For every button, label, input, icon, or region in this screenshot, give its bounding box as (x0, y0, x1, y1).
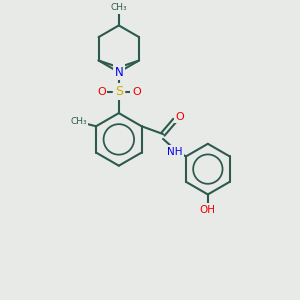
Text: CH₃: CH₃ (70, 117, 87, 126)
Text: O: O (97, 87, 106, 97)
Text: S: S (115, 85, 123, 98)
Text: O: O (175, 112, 184, 122)
Text: CH₃: CH₃ (110, 3, 127, 12)
Text: NH: NH (167, 147, 182, 157)
Text: OH: OH (200, 205, 216, 215)
Text: O: O (132, 87, 141, 97)
Text: N: N (115, 66, 123, 79)
